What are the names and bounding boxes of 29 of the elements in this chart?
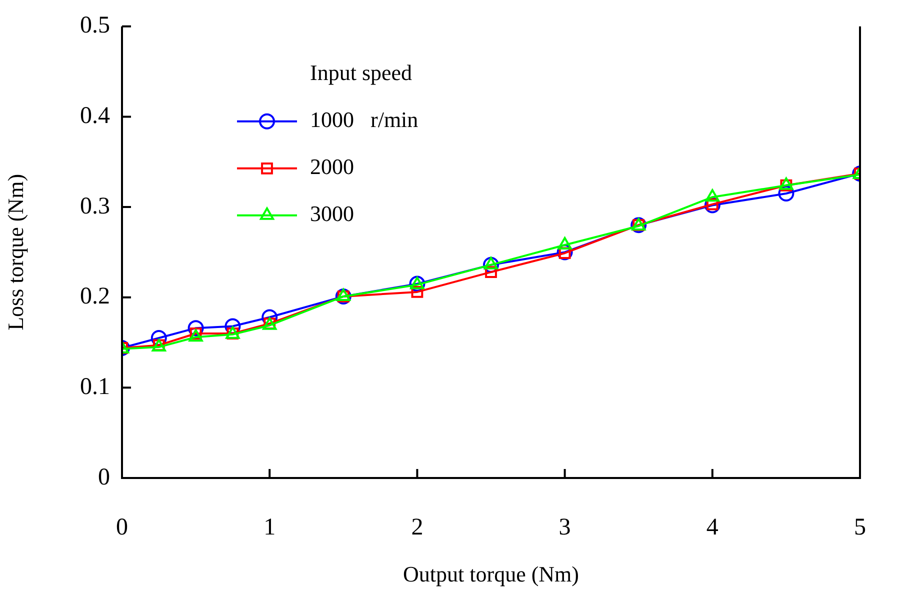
x-tick-label: 0 [116,514,128,541]
point [704,197,720,214]
point [150,330,167,346]
x-tick-label: 5 [854,514,866,541]
y-axis-title: Loss torque (Nm) [2,174,28,330]
y-tick-label: 0.5 [80,12,110,39]
point [705,189,720,202]
x-tick-label: 2 [411,514,424,541]
y-tick-label: 0.3 [80,193,110,220]
x-tick-label: 4 [706,514,718,541]
point [188,320,204,336]
y-tick-label: 0.2 [80,284,110,310]
y-tick-label: 0 [98,464,110,490]
y-tick-label: 0.1 [80,374,110,400]
point [188,329,203,342]
x-tick-label: 1 [264,514,276,541]
point [485,266,497,278]
point [483,256,499,273]
x-axis-title: Output torque (Nm) [403,562,579,587]
point [224,318,241,334]
x-tick-label: 3 [558,514,571,541]
legend-title: Input speed [310,60,412,86]
legend-label: 2000 [310,154,354,180]
legend-label: 3000 [310,201,354,226]
point [778,185,794,202]
y-tick-label: 0.4 [80,103,110,130]
legend-label: 1000 r/min [310,107,418,132]
point [411,286,424,298]
point [556,244,573,260]
